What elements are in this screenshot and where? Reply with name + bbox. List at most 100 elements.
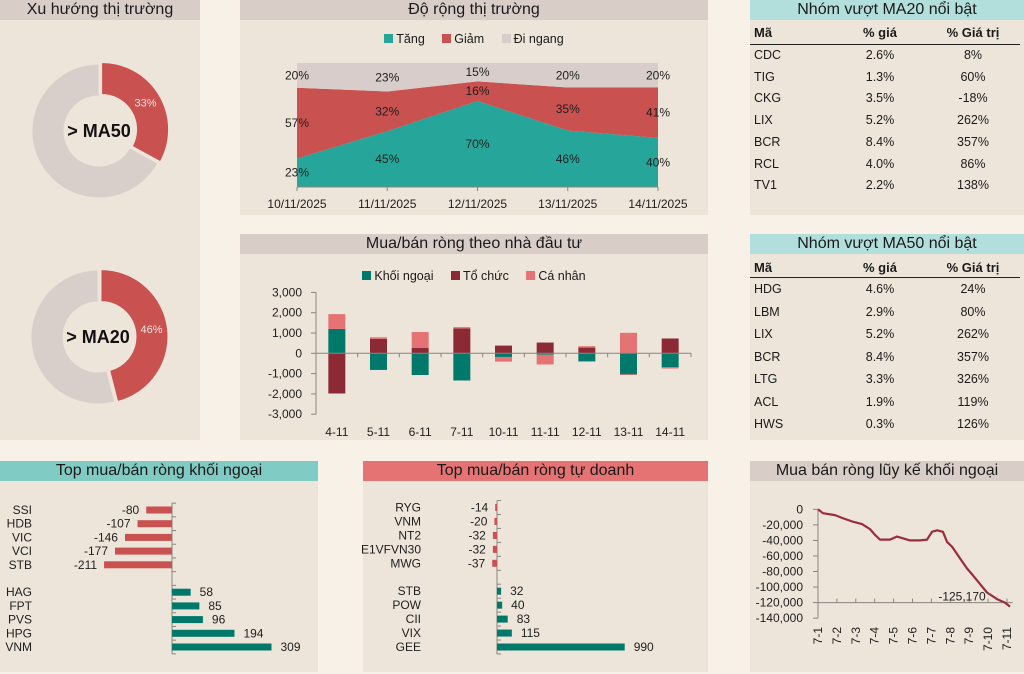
legend-item: Khối ngoại: [362, 269, 433, 284]
ticker-cell: LIX: [754, 327, 773, 341]
category-label: VIX: [402, 626, 421, 640]
area-data-label: 20%: [285, 68, 309, 82]
y-tick-label: -80,000: [762, 565, 803, 579]
bar-segment: [620, 373, 637, 375]
legend-item: Cá nhân: [526, 269, 586, 284]
ticker-cell: BCR: [754, 134, 781, 149]
category-label: HPG: [6, 626, 32, 640]
y-tick-label: -2,000: [268, 387, 302, 401]
legend-label: Đi ngang: [513, 32, 564, 46]
x-tick-label: 7-9: [962, 627, 976, 645]
trend-donut-charts: 33%> MA50 46% > MA20: [30, 61, 170, 405]
x-tick-label: 13/11/2025: [538, 197, 597, 211]
value-change-cell: 326%: [957, 372, 989, 386]
x-tick-label: 7-7: [924, 627, 938, 645]
donut-slice-highlight: [101, 61, 170, 163]
category-label: POW: [392, 598, 421, 612]
foreign-top-bar-chart: SSI -80 HDB -107 VIC -146 VCI -177 STB -211 HAG 58 F…: [5, 502, 301, 655]
proprietary-top-panel: Top mua/bán ròng tự doanh RYG -14 VNM -20 NT…: [361, 461, 708, 672]
bar-value-label: 96: [212, 613, 226, 627]
panel-title: Mua bán ròng lũy kế khối ngoại: [750, 461, 1024, 481]
category-label: STB: [9, 558, 32, 572]
ticker-cell: ACL: [754, 394, 779, 409]
area-data-label: 20%: [646, 68, 670, 82]
y-tick-label: -120,000: [756, 596, 804, 610]
bar-negative: [494, 517, 497, 525]
category-label: PVS: [8, 613, 32, 627]
legend-swatch: [526, 271, 536, 280]
x-tick-label: 7-5: [887, 627, 901, 645]
panel-title: Top mua/bán ròng tự doanh: [363, 461, 708, 481]
legend-label: Cá nhân: [538, 269, 586, 283]
value-change-cell: 60%: [960, 69, 986, 84]
bar-value-label: 32: [510, 584, 524, 598]
bar-value-label: -146: [94, 530, 118, 544]
bar-negative: [115, 547, 172, 555]
bar-negative: [124, 533, 172, 541]
bar-positive: [497, 615, 508, 623]
bar-segment: [620, 332, 637, 354]
value-change-cell: 119%: [957, 394, 989, 409]
value-change-cell: 86%: [960, 156, 986, 171]
x-tick-label: 7-11: [1000, 627, 1014, 650]
column-header: Mã: [754, 25, 773, 40]
bar-segment: [370, 338, 387, 354]
column-header: % giá: [863, 25, 897, 40]
x-tick-label: 10-11: [489, 425, 519, 439]
category-label: CII: [406, 612, 421, 626]
x-tick-label: 7-6: [906, 627, 920, 645]
panel-title: Mua/bán ròng theo nhà đầu tư: [240, 234, 708, 254]
bar-segment: [370, 337, 387, 339]
price-change-cell: 8.4%: [865, 349, 895, 364]
bar-value-label: -107: [107, 517, 131, 531]
ticker-cell: CKG: [754, 91, 782, 106]
value-change-cell: 138%: [957, 178, 989, 193]
ticker-cell: LBM: [754, 304, 780, 319]
price-change-cell: 0.3%: [865, 417, 895, 431]
category-label: HAG: [6, 585, 32, 599]
price-change-cell: 2.6%: [865, 48, 895, 62]
bar-positive: [172, 588, 191, 596]
legend-item: Đi ngang: [501, 32, 564, 47]
legend-item: Tổ chức: [450, 269, 509, 284]
area-data-label: 57%: [285, 116, 309, 130]
area-series-0: [297, 101, 658, 187]
bar-value-label: -211: [74, 558, 97, 572]
bar-segment: [495, 356, 512, 362]
area-data-label: 70%: [465, 137, 489, 151]
ma20-table-panel: Nhóm vượt MA20 nổi bật Mã % giá % Giá trị C…: [750, 0, 1024, 215]
donut-slice-rest: [30, 269, 116, 405]
y-tick-label: -1,000: [268, 367, 302, 381]
legend-label: Giảm: [454, 32, 485, 46]
bar-positive: [497, 629, 512, 637]
price-change-cell: 5.2%: [865, 327, 895, 341]
value-change-cell: 262%: [957, 327, 989, 341]
breadth-area-chart: 23% 45% 70% 46% 40% 57% 32% 16% 35% 41% 20% 23% 15% 2…: [267, 63, 688, 211]
area-data-label: 46%: [556, 152, 580, 166]
y-tick-label: -140,000: [756, 611, 804, 625]
donut-slice-label: 33%: [134, 98, 156, 110]
table-row: LIX 5.2% 262%: [750, 112, 1024, 128]
area-data-label: 15%: [465, 65, 489, 79]
bar-segment: [411, 353, 429, 376]
y-tick-label: -3,000: [268, 407, 302, 421]
chart-legend: Khối ngoại Tổ chức Cá nhân: [240, 269, 708, 284]
bar-segment: [661, 367, 679, 369]
table-row: CDC 2.6% 8%: [750, 47, 1024, 63]
area-series-1: [297, 81, 658, 159]
value-change-cell: -18%: [958, 91, 988, 106]
ma20-table: Mã % giá % Giá trị CDC 2.6% 8% TIG 1.3% 60% CKG 3.…: [750, 0, 1024, 215]
investor-stacked-bar-chart: 3,000 2,000 1,000 0 -1,000 -2,000 -3,000 4-11 5-…: [268, 285, 692, 439]
ticker-cell: RCL: [754, 156, 780, 171]
legend-label: Khối ngoại: [374, 269, 434, 283]
market-trend-panel: Xu hướng thị trường 33% > MA50 46% > MA20: [0, 0, 200, 440]
table-row: RCL 4.0% 86%: [750, 156, 1024, 172]
y-tick-label: 2,000: [272, 306, 302, 320]
price-change-cell: 4.6%: [865, 282, 895, 296]
value-change-cell: 262%: [957, 113, 989, 128]
foreign-cumulative-line-chart: 0 -20,000-40,000 -60,000 -80,000-100,000 -12…: [756, 502, 1014, 651]
bar-value-label: 309: [280, 640, 300, 654]
bar-value-label: 83: [517, 612, 531, 626]
legend-label: Tổ chức: [462, 269, 509, 283]
bar-value-label: -177: [84, 544, 108, 558]
